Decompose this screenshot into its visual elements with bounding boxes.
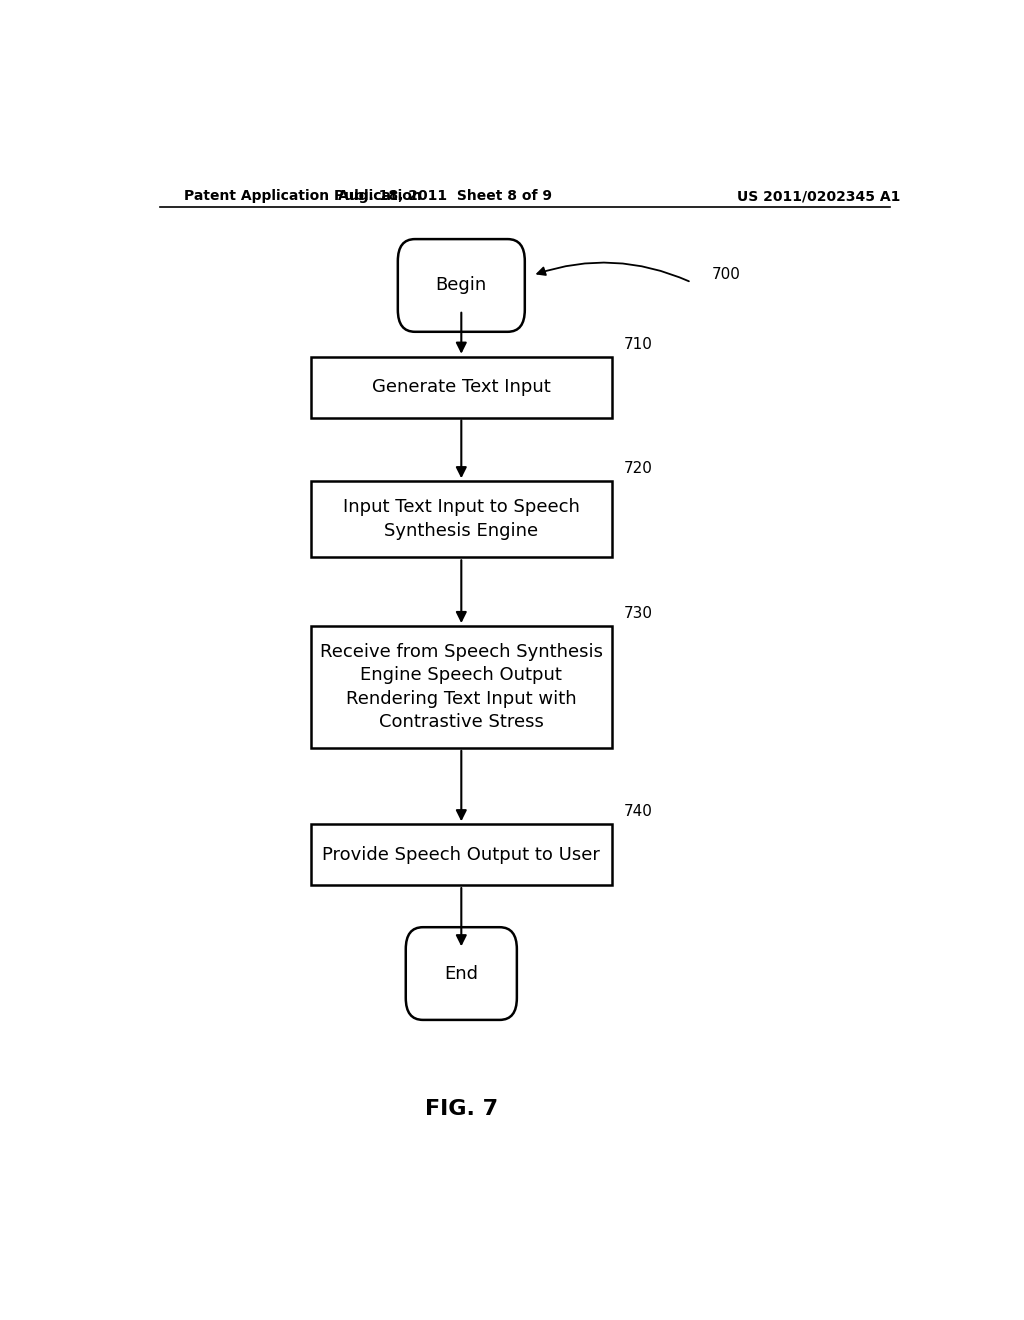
Bar xyxy=(310,356,612,417)
Text: 730: 730 xyxy=(624,606,653,620)
Text: 720: 720 xyxy=(624,461,653,477)
Text: End: End xyxy=(444,965,478,982)
Text: Provide Speech Output to User: Provide Speech Output to User xyxy=(323,846,600,863)
Text: Patent Application Publication: Patent Application Publication xyxy=(183,189,421,203)
Bar xyxy=(310,626,612,748)
FancyBboxPatch shape xyxy=(406,927,517,1020)
Text: FIG. 7: FIG. 7 xyxy=(425,1098,498,1119)
Text: Aug. 18, 2011  Sheet 8 of 9: Aug. 18, 2011 Sheet 8 of 9 xyxy=(339,189,552,203)
Text: 700: 700 xyxy=(712,267,740,281)
Text: 710: 710 xyxy=(624,337,653,351)
Text: Receive from Speech Synthesis
Engine Speech Output
Rendering Text Input with
Con: Receive from Speech Synthesis Engine Spe… xyxy=(319,643,603,731)
Text: Begin: Begin xyxy=(435,276,487,294)
Text: Generate Text Input: Generate Text Input xyxy=(372,378,551,396)
Text: US 2011/0202345 A1: US 2011/0202345 A1 xyxy=(736,189,900,203)
FancyBboxPatch shape xyxy=(397,239,524,331)
Bar xyxy=(310,824,612,886)
Text: 740: 740 xyxy=(624,804,653,818)
Bar xyxy=(310,480,612,557)
Text: Input Text Input to Speech
Synthesis Engine: Input Text Input to Speech Synthesis Eng… xyxy=(343,499,580,540)
